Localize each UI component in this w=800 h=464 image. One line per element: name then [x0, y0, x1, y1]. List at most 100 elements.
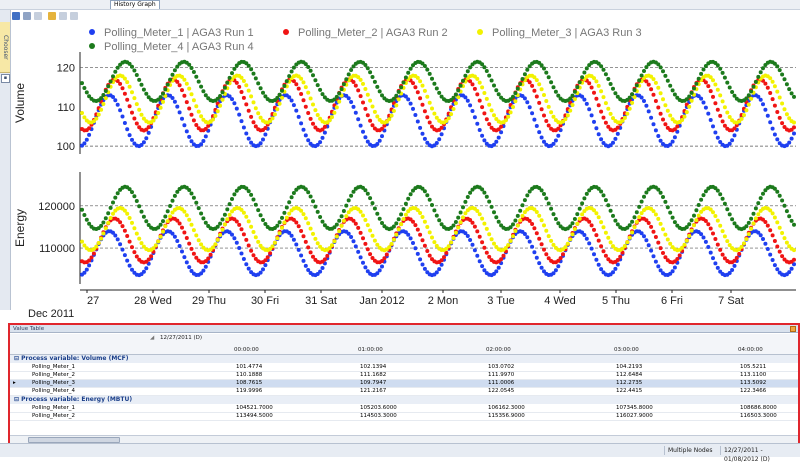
table-cell[interactable]: 102.1394	[360, 364, 387, 370]
refresh-icon[interactable]	[12, 12, 20, 20]
table-row[interactable]: Polling_Meter_1 101.4774 102.1394 103.0702 1…	[10, 364, 798, 372]
data-point	[568, 237, 573, 242]
table-row[interactable]: Polling_Meter_1 104521.7000 105203.6000 106…	[10, 405, 798, 413]
legend-item[interactable]: Polling_Meter_2 | AGA3 Run 2	[283, 27, 448, 39]
table-cell[interactable]: 110.1888	[236, 372, 263, 378]
time-column-header[interactable]: 04:00:00	[738, 347, 763, 353]
table-group-header[interactable]: ⊟ Process variable: Volume (MCF)	[10, 355, 798, 363]
tab-history-graph[interactable]: History Graph	[110, 0, 160, 9]
data-point	[580, 75, 585, 80]
legend-item[interactable]: Polling_Meter_1 | AGA3 Run 1	[89, 27, 254, 39]
time-column-header[interactable]: 03:00:00	[614, 347, 639, 353]
data-point	[122, 208, 127, 213]
table-cell[interactable]: 113.1100	[740, 372, 767, 378]
table-cell[interactable]: 111.0006	[488, 380, 515, 386]
settings-icon[interactable]	[34, 12, 42, 20]
table-cell[interactable]: 121.2167	[360, 388, 387, 394]
table-cell[interactable]: 108686.8000	[740, 405, 777, 411]
table-cell[interactable]: 108.7615	[236, 380, 263, 386]
table-cell[interactable]: 111.9970	[488, 372, 515, 378]
table-cell[interactable]: 113.5092	[740, 380, 767, 386]
data-point	[363, 241, 368, 246]
legend-item[interactable]: Polling_Meter_3 | AGA3 Run 3	[477, 27, 642, 39]
data-point	[792, 131, 796, 136]
time-column-header[interactable]: 02:00:00	[486, 347, 511, 353]
data-point	[630, 100, 635, 105]
data-point	[130, 245, 134, 250]
table-cell[interactable]: 115356.9000	[488, 413, 525, 419]
data-point	[315, 83, 320, 88]
data-point	[782, 236, 787, 241]
graph-svg[interactable]: Polling_Meter_1 | AGA3 Run 1 Polling_Mete…	[12, 22, 800, 320]
data-point	[294, 108, 299, 113]
table-cell[interactable]: 111.1682	[360, 372, 387, 378]
sort-icon[interactable]: ◢	[150, 335, 155, 341]
scrollbar-thumb[interactable]	[28, 437, 120, 443]
table-cell[interactable]: 105.5211	[740, 364, 767, 370]
table-cell[interactable]: 104521.7000	[236, 405, 273, 411]
save-icon[interactable]	[23, 12, 31, 20]
data-point	[427, 100, 432, 105]
table-cell[interactable]: 116503.3000	[740, 413, 777, 419]
collapse-icon[interactable]: ⊟	[14, 355, 22, 362]
data-point	[287, 74, 292, 79]
table-cell[interactable]: 101.4774	[236, 364, 263, 370]
table-cell[interactable]: 103.0702	[488, 364, 515, 370]
chooser-tab[interactable]: Chooser	[0, 22, 10, 73]
time-column-header[interactable]: 01:00:00	[358, 347, 383, 353]
data-point	[544, 119, 549, 123]
data-point	[87, 132, 92, 137]
data-point	[189, 191, 194, 196]
close-icon[interactable]	[790, 326, 796, 332]
table-cell[interactable]: 109.7947	[360, 380, 387, 386]
table-cell[interactable]: 122.0545	[488, 388, 515, 394]
data-point	[468, 218, 473, 222]
table-cell[interactable]: 114503.3000	[360, 413, 397, 419]
value-table[interactable]: Value Table ◢ 12/27/2011 (D) 00:00:00 01:…	[8, 323, 800, 445]
plot-panel-volume[interactable]: 100 110 120 Volume	[13, 52, 796, 154]
data-point	[191, 70, 196, 74]
horizontal-scrollbar[interactable]	[10, 435, 798, 443]
data-point	[244, 237, 249, 242]
table-cell[interactable]: 112.6484	[616, 372, 643, 378]
table-cell[interactable]: 107345.8000	[616, 405, 653, 411]
time-column-header[interactable]: 00:00:00	[234, 347, 259, 353]
copy-icon[interactable]	[70, 12, 78, 20]
data-point	[577, 206, 582, 211]
table-row[interactable]: ▸ Polling_Meter_3 108.7615 109.7947 111.0006…	[10, 380, 798, 388]
table-cell[interactable]: 105203.6000	[360, 405, 397, 411]
open-folder-icon[interactable]	[48, 12, 56, 20]
table-cell[interactable]: 106162.3000	[488, 405, 525, 411]
table-cell[interactable]: 122.4415	[616, 388, 643, 394]
table-cell[interactable]: 112.2735	[616, 380, 643, 386]
data-point	[422, 109, 427, 114]
table-cell[interactable]: 116027.9000	[616, 413, 653, 419]
collapse-icon[interactable]: ⊟	[14, 396, 22, 403]
plot-panel-energy[interactable]: 110000 120000 Energy	[13, 172, 796, 284]
pin-icon[interactable]: ▪	[1, 74, 10, 83]
data-point	[599, 137, 604, 142]
data-point	[484, 250, 489, 255]
print-icon[interactable]	[59, 12, 67, 20]
table-cell[interactable]: 119.9996	[236, 388, 263, 394]
data-point	[715, 135, 720, 140]
table-row[interactable]: Polling_Meter_4 119.9996 121.2167 122.0545 1…	[10, 388, 798, 396]
data-point	[439, 125, 444, 130]
table-row[interactable]: Polling_Meter_2 110.1888 111.1682 111.9970 1…	[10, 372, 798, 380]
data-point	[80, 207, 84, 212]
data-point	[606, 106, 611, 111]
legend-item[interactable]: Polling_Meter_4 | AGA3 Run 4	[89, 41, 254, 53]
history-graph[interactable]: Polling_Meter_1 | AGA3 Run 1 Polling_Mete…	[12, 22, 800, 320]
table-group-header[interactable]: ⊟ Process variable: Energy (MBTU)	[10, 396, 798, 404]
data-point	[87, 263, 92, 268]
data-point	[680, 245, 685, 250]
table-cell[interactable]: 122.3466	[740, 388, 767, 394]
table-row[interactable]: Polling_Meter_2 113494.5000 114503.3000 115…	[10, 413, 798, 421]
data-point	[249, 114, 254, 119]
chooser-panel[interactable]: Chooser ▪	[0, 10, 11, 310]
table-cell[interactable]: 104.2193	[616, 364, 643, 370]
data-point	[563, 117, 568, 122]
data-point	[656, 240, 661, 245]
table-cell[interactable]: 113494.5000	[236, 413, 273, 419]
data-point	[484, 96, 489, 101]
